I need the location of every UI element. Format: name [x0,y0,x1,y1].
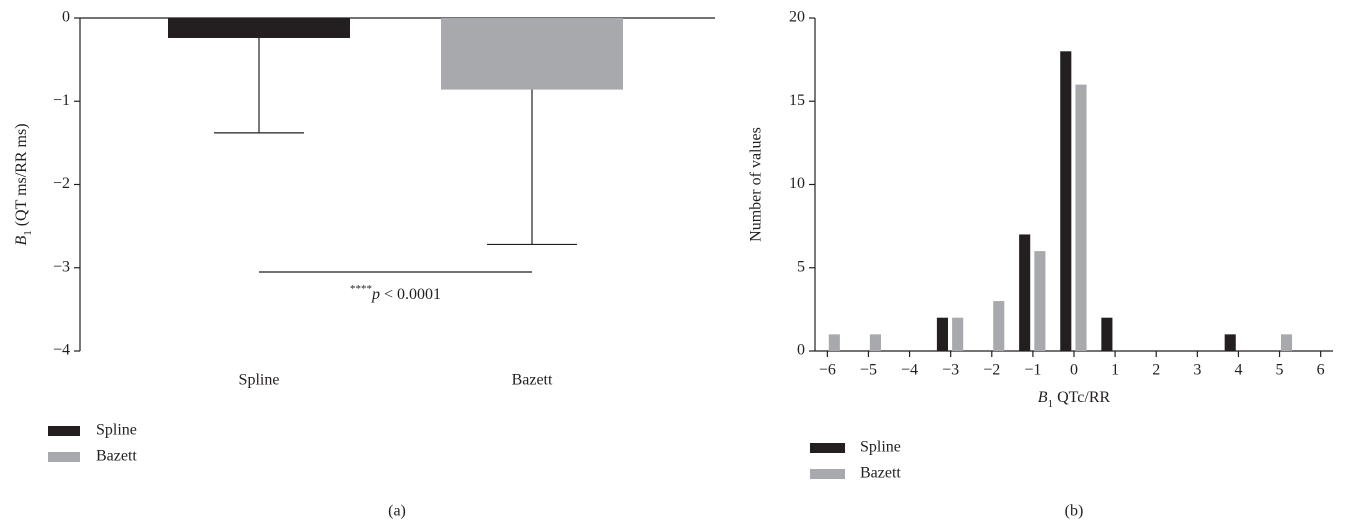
bar [1060,51,1072,352]
y-tick-label: 0 [797,342,805,359]
y-tick-label: 10 [789,175,805,192]
x-tick-label: −5 [860,362,877,379]
bar [869,334,881,351]
bar [1075,84,1087,351]
x-tick-label: −6 [819,362,836,379]
y-axis-label: Number of values [748,127,765,242]
bar [993,301,1005,351]
bar [1280,334,1293,351]
annotation-p: p [371,286,380,303]
y-tick-label: −2 [53,175,70,192]
bar [1019,234,1031,351]
x-tick-label: Bazett [512,372,553,389]
bar [936,317,948,351]
x-tick-label: −2 [983,362,1000,379]
x-axis-label-sub: 1 [1048,398,1054,410]
y-axis-label-part: (QT ms/RR ms) [13,123,30,230]
x-tick-label: 4 [1234,362,1242,379]
y-axis-label-sub: 1 [22,230,34,236]
caption: (b) [1065,503,1084,520]
y-tick-label: 0 [62,9,70,26]
bar [1034,251,1046,351]
x-tick-label: −3 [942,362,959,379]
bar [828,334,840,351]
annotation: ****p < 0.0001 [350,283,441,303]
bar [1224,334,1236,351]
legend-swatch [810,469,845,479]
x-tick-label: 1 [1111,362,1119,379]
x-tick-label: 5 [1276,362,1284,379]
legend-label: Bazett [96,448,137,465]
y-axis-label: B1 (QT ms/RR ms) [13,123,34,245]
bar [952,317,964,351]
legend-label: Spline [96,422,137,439]
legend-swatch [48,452,80,462]
annotation-text: < 0.0001 [380,286,441,303]
x-tick-label: 0 [1070,362,1078,379]
bar [1101,317,1113,351]
bar [441,18,623,90]
legend-label: Spline [860,439,901,456]
y-tick-label: −4 [53,342,70,359]
bar [168,18,350,38]
x-tick-label: −4 [901,362,918,379]
x-tick-label: 3 [1193,362,1201,379]
annotation-stars: **** [350,283,372,295]
legend-swatch [810,443,845,453]
x-tick-label: 2 [1152,362,1160,379]
legend-swatch [48,426,80,436]
x-tick-label: −1 [1024,362,1041,379]
x-tick-label: 6 [1317,362,1325,379]
y-tick-label: 20 [789,9,805,26]
caption: (a) [388,503,406,520]
x-tick-label: Spline [239,372,280,389]
y-tick-label: −1 [53,92,70,109]
y-tick-label: 5 [797,258,805,275]
y-tick-label: −3 [53,258,70,275]
x-axis-label: B1 QTc/RR [1038,389,1111,410]
x-axis-label-part: B [1038,389,1048,406]
y-tick-label: 15 [789,92,805,109]
y-axis-label-part: B [13,236,30,246]
legend-label: Bazett [860,465,901,482]
x-axis-label-part: QTc/RR [1053,389,1110,406]
